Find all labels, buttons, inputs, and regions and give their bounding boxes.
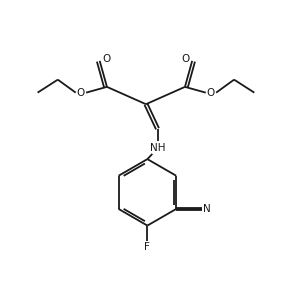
Text: O: O [182, 55, 190, 64]
Text: F: F [144, 242, 150, 252]
Text: NH: NH [150, 142, 165, 153]
Text: O: O [207, 88, 215, 98]
Text: N: N [203, 204, 210, 214]
Text: O: O [77, 88, 85, 98]
Text: O: O [102, 55, 110, 64]
